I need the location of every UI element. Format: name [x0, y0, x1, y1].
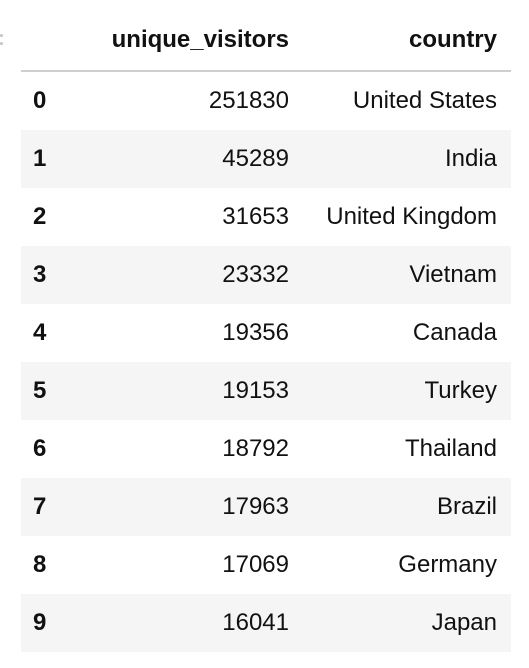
- unique-visitors-cell: 16041: [222, 609, 289, 636]
- table-body: 0 251830 United States 1 45289 India 2 3…: [21, 71, 511, 652]
- table-row: 3 23332 Vietnam: [21, 246, 511, 304]
- unique-visitors-cell: 17069: [222, 551, 289, 578]
- country-cell: Turkey: [424, 377, 497, 404]
- header-row: unique_visitors country: [21, 10, 511, 72]
- marker-dot: [0, 42, 3, 45]
- row-index: 4: [33, 319, 47, 346]
- country-cell: Brazil: [436, 493, 497, 520]
- unique-visitors-cell: 17963: [222, 493, 289, 520]
- unique-visitors-column-header: unique_visitors: [77, 10, 289, 72]
- country-cell: India: [444, 145, 497, 172]
- country-cell: Vietnam: [409, 261, 497, 288]
- row-index: 5: [33, 377, 47, 404]
- country-cell: Japan: [431, 609, 497, 636]
- table-row: 2 31653 United Kingdom: [21, 188, 511, 246]
- row-index: 3: [33, 261, 47, 288]
- table-header: unique_visitors country: [21, 10, 511, 72]
- row-index: 2: [33, 203, 47, 230]
- marker-dot: [0, 34, 3, 37]
- country-cell: Germany: [398, 551, 497, 578]
- unique-visitors-cell: 23332: [222, 261, 289, 288]
- row-index: 0: [33, 87, 47, 114]
- row-index: 8: [33, 551, 47, 578]
- unique-visitors-cell: 31653: [222, 203, 289, 230]
- country-cell: Thailand: [404, 435, 497, 462]
- table-row: 5 19153 Turkey: [21, 362, 511, 420]
- cell-collapse-marker[interactable]: [0, 34, 4, 48]
- dataframe-table: unique_visitors country 0 251830 United …: [21, 10, 511, 652]
- table-row: 1 45289 India: [21, 130, 511, 188]
- country-cell: United States: [352, 87, 497, 114]
- unique-visitors-cell: 45289: [222, 145, 289, 172]
- country-cell: United Kingdom: [326, 203, 497, 230]
- unique-visitors-cell: 19153: [222, 377, 289, 404]
- row-index: 9: [33, 609, 47, 636]
- unique-visitors-cell: 19356: [222, 319, 289, 346]
- row-index: 1: [33, 145, 47, 172]
- table-row: 6 18792 Thailand: [21, 420, 511, 478]
- table-row: 8 17069 Germany: [21, 536, 511, 594]
- row-index: 7: [33, 493, 47, 520]
- unique-visitors-cell: 251830: [208, 87, 289, 114]
- table-row: 0 251830 United States: [21, 71, 511, 130]
- table-row: 9 16041 Japan: [21, 594, 511, 652]
- country-cell: Canada: [412, 319, 497, 346]
- table-row: 4 19356 Canada: [21, 304, 511, 362]
- unique-visitors-cell: 18792: [222, 435, 289, 462]
- country-column-header: country: [289, 10, 511, 72]
- index-column-header: [21, 10, 77, 72]
- table-row: 7 17963 Brazil: [21, 478, 511, 536]
- row-index: 6: [33, 435, 47, 462]
